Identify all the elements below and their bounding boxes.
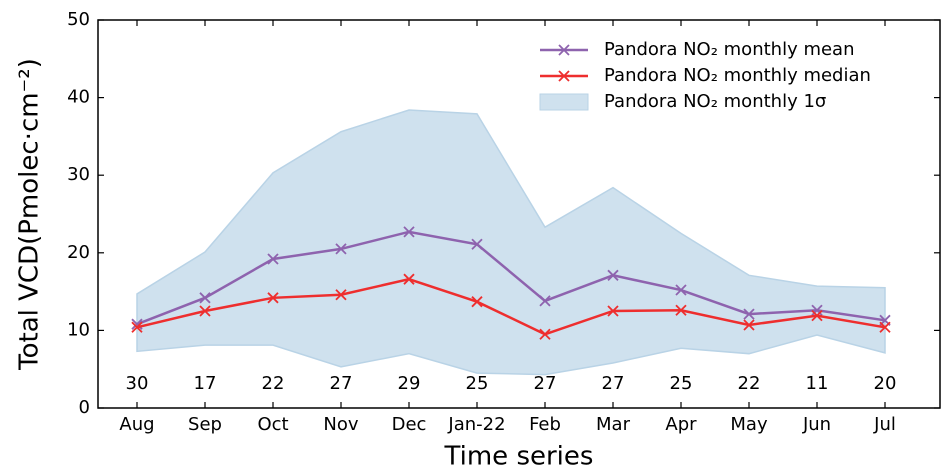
marker <box>743 308 755 320</box>
marker <box>675 284 687 296</box>
sample-count: 25 <box>670 373 693 394</box>
x-tick-label: Jul <box>873 414 896 435</box>
legend-label: Pandora NO₂ monthly 1σ <box>604 91 826 112</box>
y-tick-label: 0 <box>79 397 90 418</box>
marker <box>607 269 619 281</box>
sample-count: 17 <box>194 373 217 394</box>
sample-count: 11 <box>806 373 829 394</box>
sample-count: 22 <box>262 373 285 394</box>
marker <box>675 304 687 316</box>
legend-label: Pandora NO₂ monthly mean <box>604 39 855 60</box>
sample-count: 27 <box>534 373 557 394</box>
x-tick-label: Aug <box>119 414 154 435</box>
marker <box>199 292 211 304</box>
marker <box>267 292 279 304</box>
x-tick-label: Feb <box>529 414 561 435</box>
x-tick-label: Mar <box>596 414 631 435</box>
marker <box>199 305 211 317</box>
y-tick-label: 50 <box>67 9 90 30</box>
plot-frame <box>97 19 941 409</box>
x-tick-label: Apr <box>665 414 697 435</box>
x-tick-label: Oct <box>257 414 288 435</box>
marker <box>267 253 279 265</box>
sigma-band <box>136 109 886 376</box>
sample-count: 29 <box>398 373 421 394</box>
marker <box>471 238 483 250</box>
marker <box>539 295 551 307</box>
y-tick-label: 30 <box>67 164 90 185</box>
y-tick-label: 20 <box>67 242 90 263</box>
x-tick-label: Sep <box>188 414 222 435</box>
y-axis-label: Total VCD(Pmolec·cm⁻²) <box>15 58 45 371</box>
marker <box>607 305 619 317</box>
marker <box>403 226 415 238</box>
sample-count: 20 <box>874 373 897 394</box>
marker <box>471 296 483 308</box>
x-tick-label: Nov <box>323 414 358 435</box>
x-tick-label: Jan-22 <box>447 414 505 435</box>
x-tick-label: Jun <box>802 414 831 435</box>
marker <box>335 289 347 301</box>
x-axis-label: Time series <box>444 442 594 472</box>
y-tick-label: 10 <box>67 319 90 340</box>
sample-count: 27 <box>602 373 625 394</box>
sample-count: 22 <box>738 373 761 394</box>
marker <box>879 321 891 333</box>
x-tick-label: May <box>730 414 768 435</box>
marker <box>811 310 823 322</box>
marker <box>335 243 347 255</box>
legend-marker <box>558 44 570 56</box>
legend-marker <box>558 70 570 82</box>
marker <box>131 321 143 333</box>
marker <box>403 273 415 285</box>
legend-label: Pandora NO₂ monthly median <box>604 65 871 86</box>
series-line <box>136 277 886 336</box>
marker <box>743 319 755 331</box>
sample-count: 27 <box>330 373 353 394</box>
sample-count: 25 <box>466 373 489 394</box>
legend-swatch <box>539 93 589 111</box>
y-tick-label: 40 <box>67 87 90 108</box>
sample-count: 30 <box>126 373 149 394</box>
series-line <box>136 230 886 326</box>
marker <box>539 328 551 340</box>
x-tick-label: Dec <box>392 414 427 435</box>
